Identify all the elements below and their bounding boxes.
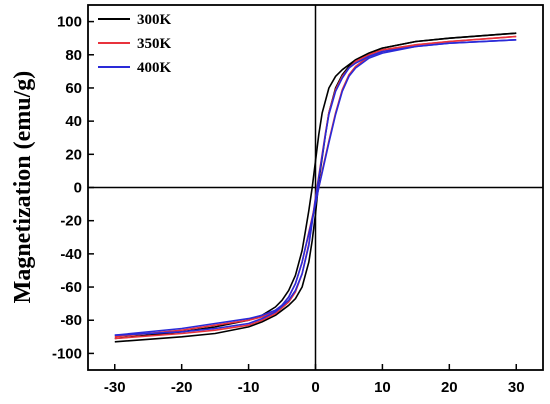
x-tick-label: -20 <box>171 379 193 396</box>
x-tick-label: -30 <box>104 379 126 396</box>
y-tick-label: 0 <box>74 180 82 197</box>
y-tick-label: -20 <box>60 213 82 230</box>
y-tick-label: 100 <box>57 14 82 31</box>
y-tick-label: -100 <box>52 345 82 362</box>
y-tick-label: 80 <box>65 47 82 64</box>
legend-label: 350K <box>137 36 172 52</box>
x-tick-label: 0 <box>311 379 319 396</box>
legend-label: 400K <box>137 60 172 76</box>
series-line-400k-lower <box>114 39 517 336</box>
y-tick-label: -60 <box>60 279 82 296</box>
y-tick-label: 20 <box>65 146 82 163</box>
x-tick-label: 30 <box>508 379 525 396</box>
y-tick-label: 60 <box>65 80 82 97</box>
series-layer <box>114 32 517 343</box>
legend: 300K 350K 400K <box>98 12 172 76</box>
x-tick-label: 20 <box>441 379 458 396</box>
axis-ticks: -30 -20 -10 0 10 20 30-100-80-60-40-2002040608… <box>52 14 525 396</box>
x-tick-label: 10 <box>374 379 391 396</box>
y-axis-title: Magnetization (emu/g) <box>10 71 36 304</box>
x-tick-label: -10 <box>238 379 260 396</box>
y-tick-label: 40 <box>65 113 82 130</box>
y-tick-label: -40 <box>60 246 82 263</box>
legend-label: 300K <box>137 12 172 28</box>
y-tick-label: -80 <box>60 312 82 329</box>
